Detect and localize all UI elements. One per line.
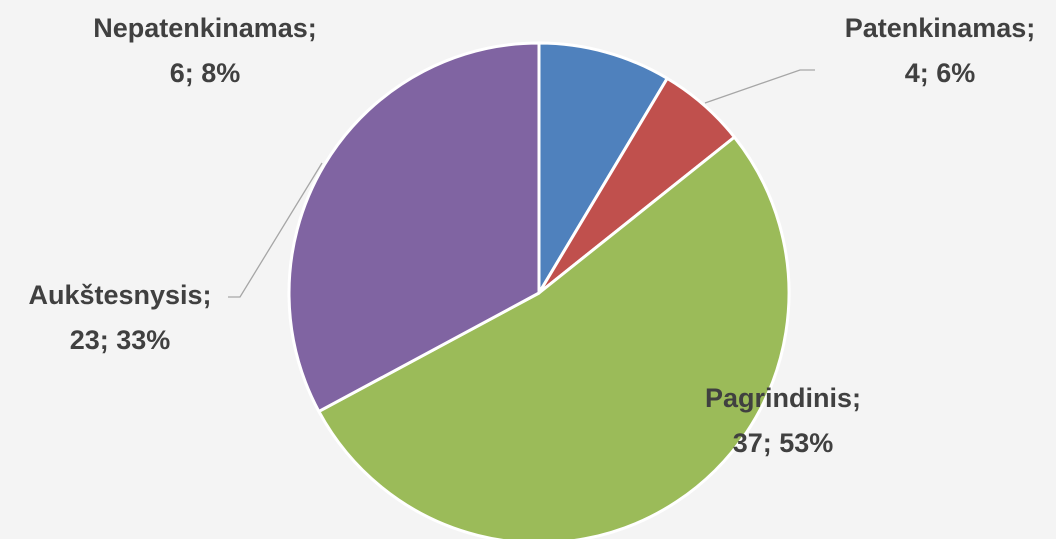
category-label: Nepatenkinamas; [93, 13, 317, 43]
pie [287, 41, 791, 539]
category-label: Patenkinamas; [845, 13, 1036, 43]
category-label: Aukštesnysis; [28, 280, 211, 310]
value-label: 37; 53% [733, 428, 834, 458]
leader-line [228, 162, 323, 298]
value-label: 6; 8% [170, 58, 241, 88]
leader-line [704, 69, 815, 104]
value-label: 4; 6% [905, 58, 976, 88]
pie-slice [287, 41, 541, 413]
pie-slice [537, 41, 669, 295]
pie-slice [317, 135, 791, 539]
labels: Nepatenkinamas; 6; 8% Patenkinamas; 4; 6% Pa… [28, 13, 1035, 458]
value-label: 23; 33% [70, 325, 171, 355]
category-label: Pagrindinis; [705, 383, 861, 413]
